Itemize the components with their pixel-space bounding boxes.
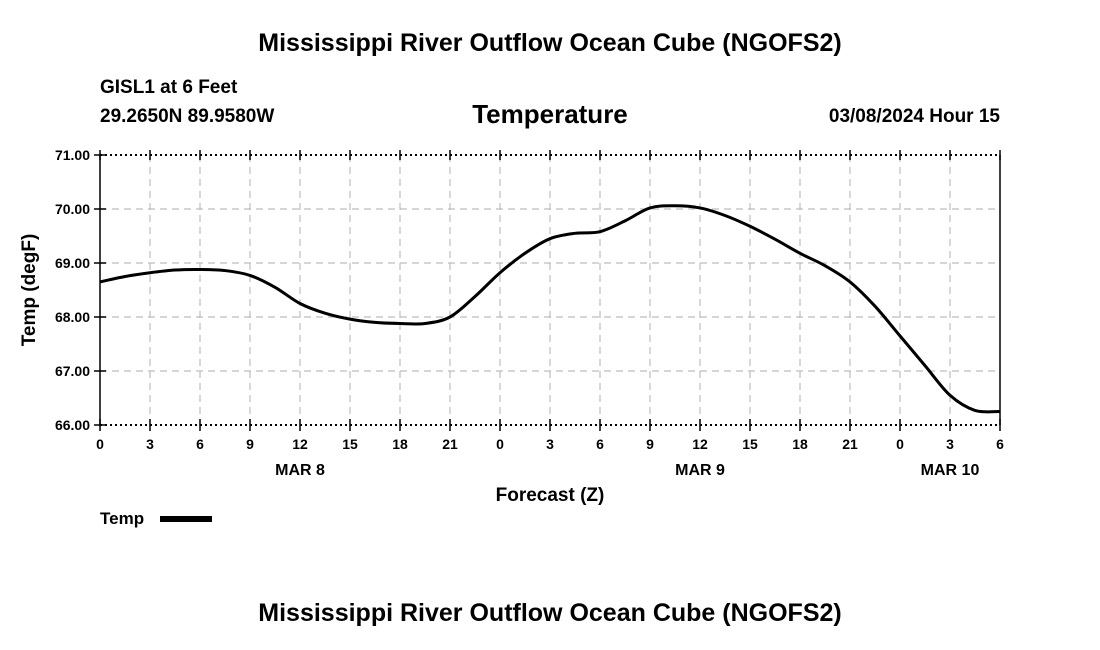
x-tick-label: 18 <box>392 436 408 452</box>
x-tick-label: 21 <box>842 436 858 452</box>
day-label: MAR 9 <box>675 462 725 479</box>
x-tick-label: 6 <box>596 436 604 452</box>
series-line-temp <box>99 204 1001 414</box>
x-tick-label: 12 <box>692 436 708 452</box>
x-tick-label: 9 <box>246 436 254 452</box>
x-tick-label: 15 <box>342 436 358 452</box>
x-tick-label: 12 <box>292 436 308 452</box>
y-tick-label: 68.00 <box>55 309 90 325</box>
legend-label: Temp <box>100 509 145 528</box>
station-coordinates: 29.2650N 89.9580W <box>100 106 275 127</box>
y-axis-title: Temp (degF) <box>19 234 40 347</box>
x-tick-label: 6 <box>996 436 1004 452</box>
chart-subtitle: Temperature <box>472 99 628 129</box>
day-label: MAR 8 <box>275 462 325 479</box>
x-tick-label: 6 <box>196 436 204 452</box>
y-tick-label: 70.00 <box>55 201 90 217</box>
x-tick-label: 0 <box>96 436 104 452</box>
chart-title-bottom: Mississippi River Outflow Ocean Cube (NG… <box>258 599 842 627</box>
x-tick-label: 3 <box>146 436 154 452</box>
legend-line-swatch <box>160 516 212 522</box>
x-axis-title: Forecast (Z) <box>496 485 605 506</box>
y-tick-label: 66.00 <box>55 417 90 433</box>
x-tick-label: 15 <box>742 436 758 452</box>
x-tick-label: 3 <box>546 436 554 452</box>
x-tick-label: 3 <box>946 436 954 452</box>
chart-title-top: Mississippi River Outflow Ocean Cube (NG… <box>258 29 842 57</box>
x-tick-label: 0 <box>496 436 504 452</box>
x-tick-label: 18 <box>792 436 808 452</box>
x-tick-label: 21 <box>442 436 458 452</box>
station-name: GISL1 at 6 Feet <box>100 77 238 98</box>
day-label: MAR 10 <box>921 462 980 479</box>
x-tick-label: 0 <box>896 436 904 452</box>
forecast-timestamp: 03/08/2024 Hour 15 <box>828 106 1000 127</box>
y-tick-label: 67.00 <box>55 363 90 379</box>
y-tick-label: 71.00 <box>55 147 90 163</box>
x-tick-label: 9 <box>646 436 654 452</box>
y-tick-label: 69.00 <box>55 255 90 271</box>
